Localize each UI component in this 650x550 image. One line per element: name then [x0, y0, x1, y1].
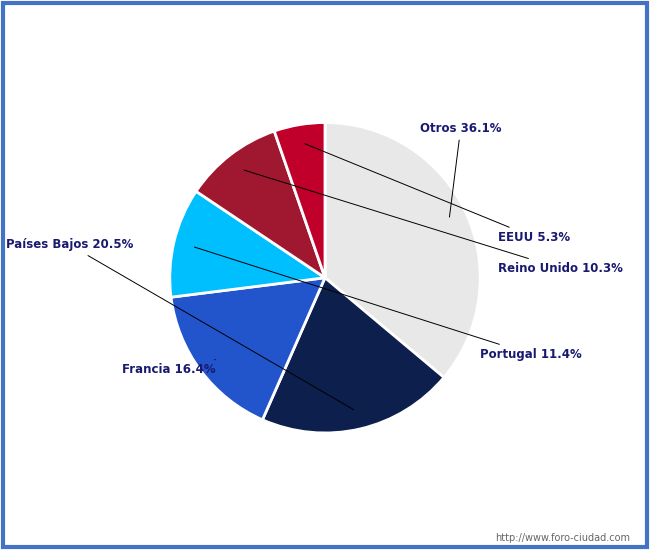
Text: Francia 16.4%: Francia 16.4% — [122, 360, 215, 376]
Wedge shape — [170, 191, 325, 297]
Wedge shape — [196, 131, 325, 278]
Text: http://www.foro-ciudad.com: http://www.foro-ciudad.com — [495, 534, 630, 543]
Wedge shape — [171, 278, 325, 420]
Text: Portugal 11.4%: Portugal 11.4% — [194, 247, 582, 361]
Text: Otros 36.1%: Otros 36.1% — [420, 122, 501, 217]
Text: Reino Unido 10.3%: Reino Unido 10.3% — [244, 170, 623, 275]
Text: EEUU 5.3%: EEUU 5.3% — [305, 144, 571, 244]
Wedge shape — [263, 278, 444, 433]
Text: Gines - Turistas extranjeros según país - Abril de 2024: Gines - Turistas extranjeros según país … — [79, 16, 571, 33]
Text: Países Bajos 20.5%: Países Bajos 20.5% — [6, 238, 354, 410]
Wedge shape — [325, 123, 480, 377]
Wedge shape — [274, 123, 325, 278]
